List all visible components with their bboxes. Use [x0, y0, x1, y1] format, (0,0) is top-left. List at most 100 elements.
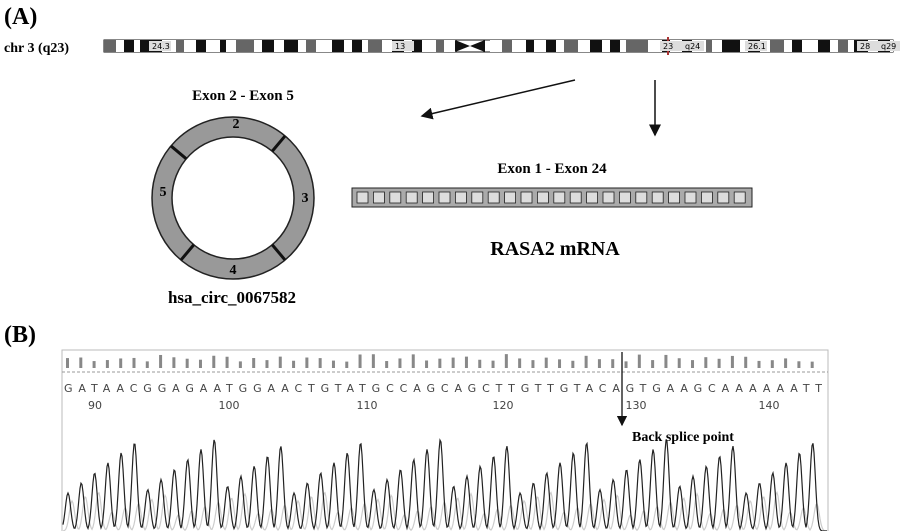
circ-name: hsa_circ_0067582 — [168, 288, 296, 307]
quality-bar — [464, 356, 468, 368]
quality-bar — [398, 358, 402, 368]
band-label: q29 — [881, 42, 896, 51]
band — [344, 40, 352, 52]
quality-bar — [584, 355, 588, 368]
quality-bar — [385, 361, 389, 368]
exon-box — [422, 191, 435, 204]
mrna-bar — [351, 187, 753, 208]
quality-bar — [265, 360, 269, 368]
exon-box — [717, 191, 730, 204]
band — [444, 40, 456, 52]
chromosome: 24.3 13 23 q24 26.1 28 q29 — [103, 37, 900, 55]
exon-label: 4 — [230, 263, 237, 278]
band — [226, 40, 236, 52]
quality-bar — [744, 356, 748, 368]
band — [422, 40, 436, 52]
band — [848, 40, 854, 52]
band — [104, 40, 116, 52]
band — [196, 40, 206, 52]
band — [116, 40, 124, 52]
band-label: 23 — [663, 42, 673, 51]
position-label: 100 — [219, 399, 240, 412]
annotation: Back splice point — [632, 430, 734, 445]
quality-bar — [438, 358, 442, 368]
position-label: 110 — [357, 399, 378, 412]
band — [412, 40, 422, 52]
band-label: 26.1 — [748, 42, 766, 51]
exon-box — [454, 191, 467, 204]
quality-bar — [810, 361, 814, 368]
quality-bar — [691, 360, 695, 368]
exon-label: 3 — [302, 191, 309, 206]
band — [436, 40, 444, 52]
position-label: 140 — [759, 399, 780, 412]
quality-bar — [238, 361, 242, 368]
quality-bar — [518, 358, 522, 368]
divider — [271, 243, 287, 262]
exon-box — [487, 191, 500, 204]
exon-box — [405, 191, 418, 204]
quality-bar — [185, 358, 189, 368]
band — [254, 40, 262, 52]
quality-bar — [784, 358, 788, 368]
panel-label: (B) — [4, 322, 36, 348]
exon-box — [668, 191, 680, 204]
exon-label: 5 — [160, 185, 167, 200]
exon-label: 2 — [233, 117, 240, 132]
quality-bar — [345, 361, 349, 368]
quality-bar — [331, 360, 335, 368]
quality-bar — [757, 360, 761, 368]
divider — [271, 134, 287, 153]
quality-bar — [119, 358, 123, 368]
band — [610, 40, 620, 52]
quality-bar — [132, 357, 136, 368]
chromatogram — [62, 438, 828, 531]
exon-box — [372, 191, 385, 204]
quality-bar — [730, 355, 734, 368]
exon-box — [635, 191, 648, 204]
exon-box — [504, 191, 517, 204]
quality-bar — [225, 356, 229, 368]
exon-box — [438, 191, 451, 204]
quality-bar — [305, 357, 309, 368]
band — [368, 40, 382, 52]
quality-bar — [92, 361, 96, 368]
band — [590, 40, 602, 52]
quality-bar — [278, 356, 282, 368]
exon-box — [389, 191, 402, 204]
band — [176, 40, 184, 52]
quality-bar — [611, 359, 615, 368]
quality-bar — [664, 354, 668, 368]
quality-bar — [717, 358, 721, 368]
band — [626, 40, 648, 52]
position-label: 90 — [88, 399, 102, 412]
band — [512, 40, 526, 52]
band — [578, 40, 590, 52]
band — [564, 40, 578, 52]
exon-box — [619, 191, 631, 204]
panel-label: (A) — [4, 4, 37, 30]
band-label-bg — [878, 41, 900, 51]
arrow — [420, 79, 576, 120]
position-label: 130 — [626, 399, 647, 412]
quality-bar — [531, 360, 535, 368]
band — [502, 40, 512, 52]
band-label-bg — [392, 41, 414, 51]
quality-bar — [66, 358, 69, 368]
band — [220, 40, 226, 52]
quality-bar — [292, 360, 296, 368]
band — [830, 40, 838, 52]
quality-bar — [558, 359, 562, 368]
mrna-name: RASA2 mRNA — [490, 238, 620, 260]
exon-box — [701, 191, 713, 204]
quality-bar — [451, 357, 455, 368]
band — [534, 40, 546, 52]
band — [648, 40, 662, 52]
quality-bar — [358, 354, 362, 368]
band-label: 28 — [860, 42, 870, 51]
exon-box — [537, 191, 549, 204]
quality-bar — [770, 360, 774, 368]
band — [298, 40, 306, 52]
band — [740, 40, 748, 52]
